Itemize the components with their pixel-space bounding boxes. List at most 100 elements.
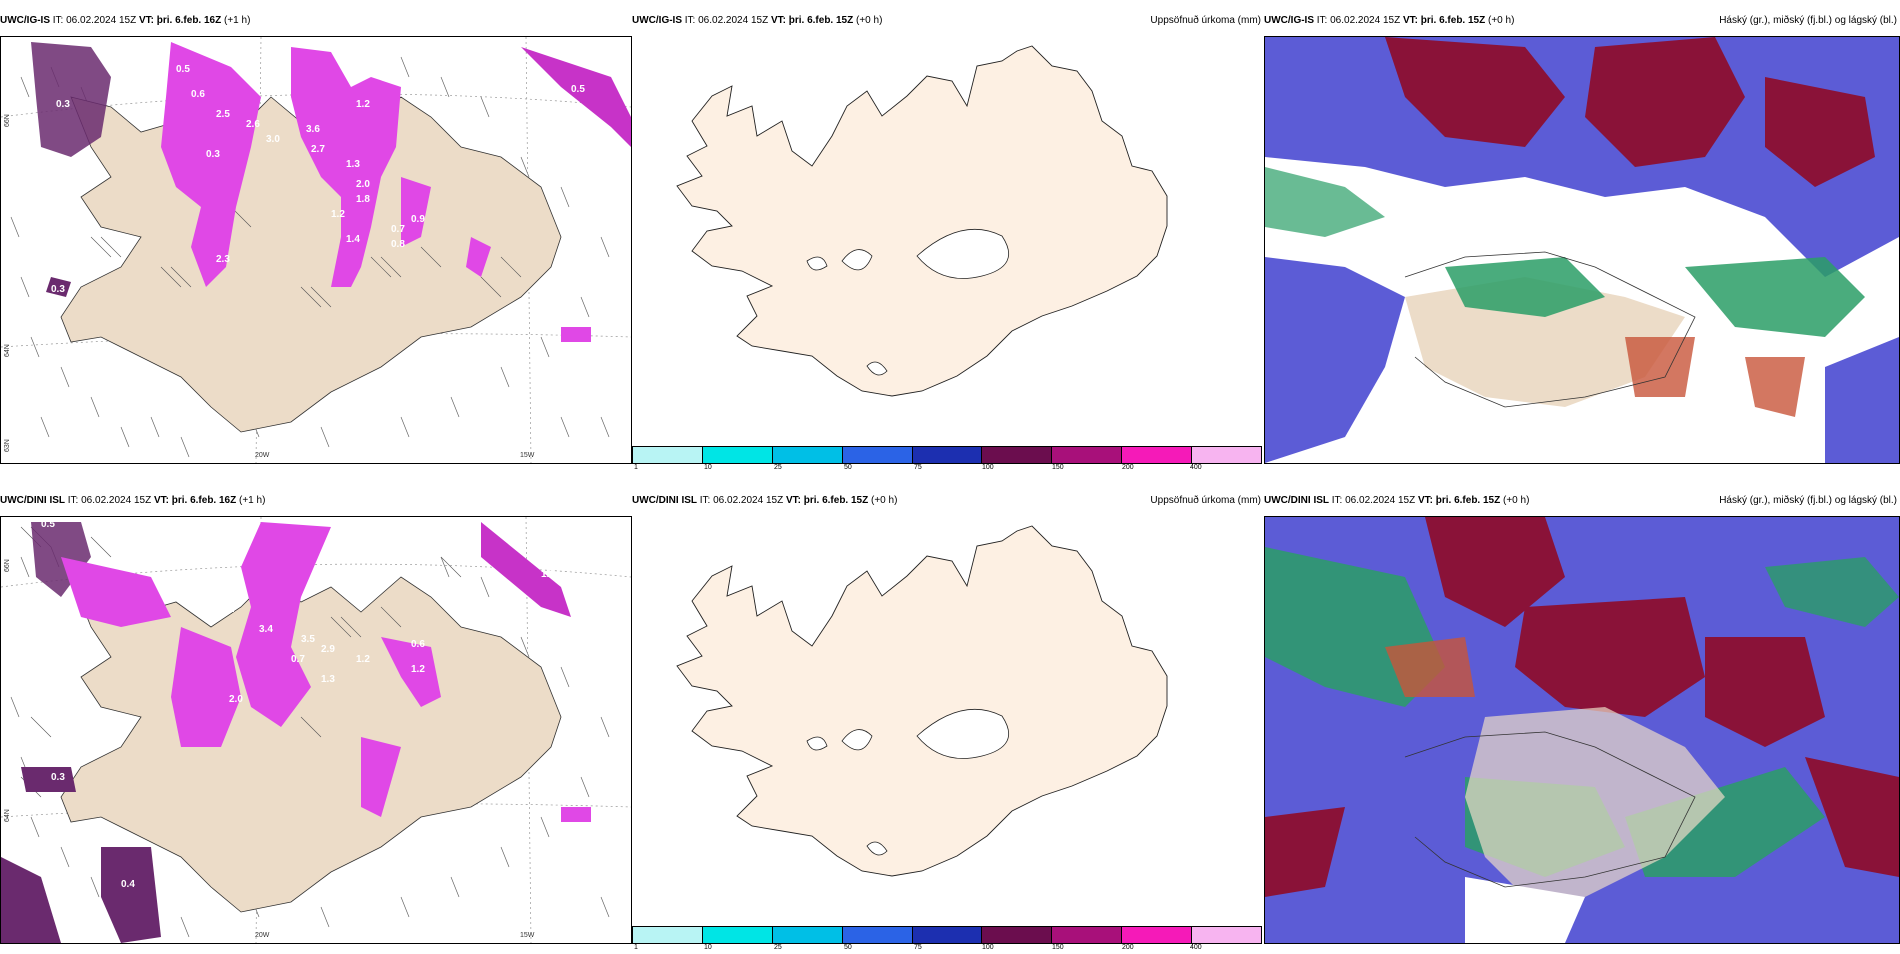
panel-row2-clouds: UWC/DINI ISL IT: 06.02.2024 15Z VT: þri.… [1264, 492, 1900, 944]
colorbar-label: 75 [914, 464, 922, 471]
colorbar-label: 100 [982, 944, 994, 951]
colorbar-seg [772, 447, 843, 463]
hatch-areas [90, 206, 522, 308]
map-title: Uppsöfnuð úrkoma (mm) [1150, 495, 1261, 506]
it-label: IT: [684, 15, 696, 26]
panel-row1-clouds: UWC/IG-IS IT: 06.02.2024 15Z VT: þri. 6.… [1264, 12, 1900, 464]
panel-row2-precip-wind: UWC/DINI ISL IT: 06.02.2024 15Z VT: þri.… [0, 492, 632, 944]
precip-label: 0.6 [191, 89, 205, 100]
colorbar-seg [1192, 447, 1262, 463]
precip-label: 2.0 [356, 179, 370, 190]
precip-label: 0.7 [391, 224, 405, 235]
colorbar-seg [842, 447, 913, 463]
model-name: UWC/IG-IS [632, 15, 682, 26]
precip-label: 3.0 [266, 134, 280, 145]
panel-header: UWC/DINI ISL IT: 06.02.2024 15Z VT: þri.… [632, 492, 1264, 510]
model-name: UWC/IG-IS [1264, 15, 1314, 26]
vt-value: þri. 6.feb. 16Z [156, 15, 222, 26]
precip-label: 1.3 [346, 159, 360, 170]
lead-time: (+1 h) [239, 495, 266, 506]
precip-label: 0.7 [291, 654, 305, 665]
lead-time: (+1 h) [224, 15, 251, 26]
precip-label: 0.5 [41, 519, 55, 530]
precip-label: 1.2 [356, 99, 370, 110]
map-title: Háský (gr.), miðský (fj.bl.) og lágský (… [1719, 495, 1897, 506]
it-label: IT: [52, 15, 64, 26]
colorbar-seg [1052, 927, 1123, 943]
precip-label: 0.3 [51, 772, 65, 783]
precip-label: 2.6 [246, 119, 260, 130]
precip-label: 2.9 [321, 644, 335, 655]
cloud-cover-map[interactable] [1264, 516, 1900, 944]
precip-value-labels: 0.5 0.3 0.6 2.5 3.0 2.6 3.6 2.7 1.2 2.0 … [51, 64, 585, 295]
model-name: UWC/DINI ISL [1264, 495, 1329, 506]
colorbar-label: 200 [1122, 944, 1134, 951]
colorbar-seg [772, 927, 843, 943]
precip-label: 0.6 [411, 639, 425, 650]
colorbar-label: 400 [1190, 944, 1202, 951]
vt-label: VT: [138, 15, 154, 26]
colorbar-label: 50 [844, 464, 852, 471]
precip-label: 1.2 [356, 654, 370, 665]
colorbar-seg [633, 447, 703, 463]
lon-label-15w: 15W [520, 452, 535, 459]
lat-label-63n: 63N [4, 439, 11, 452]
colorbar-label: 50 [844, 944, 852, 951]
colorbar-seg [912, 447, 983, 463]
accum-precip-map[interactable] [632, 36, 1262, 442]
precip-label: 2.0 [229, 694, 243, 705]
precip-label: 0.4 [121, 879, 135, 890]
precip-label: 2.5 [216, 109, 230, 120]
precip-label: 1.3 [321, 674, 335, 685]
model-name: UWC/DINI ISL [0, 495, 65, 506]
precip-colorbar [632, 446, 1262, 464]
lead-time: (+0 h) [1503, 495, 1530, 506]
precip-label: 0.3 [206, 149, 220, 160]
accum-precip-map[interactable] [632, 516, 1262, 922]
colorbar-label: 150 [1052, 944, 1064, 951]
model-name: UWC/DINI ISL [632, 495, 697, 506]
colorbar-label: 400 [1190, 464, 1202, 471]
iceland-land [676, 45, 1168, 397]
colorbar-seg [702, 447, 773, 463]
it-label: IT: [1331, 495, 1343, 506]
panel-header: UWC/DINI ISL IT: 06.02.2024 15Z VT: þri.… [0, 492, 632, 510]
it-value: 06.02.2024 15Z [81, 495, 152, 506]
it-label: IT: [1316, 15, 1328, 26]
it-value: 06.02.2024 15Z [713, 495, 784, 506]
precip-label: 1.8 [356, 194, 370, 205]
lat-label-66n: 66N [4, 559, 11, 572]
colorbar-seg [1122, 447, 1193, 463]
vt-value: þri. 6.feb. 15Z [1435, 495, 1501, 506]
colorbar-label: 25 [774, 464, 782, 471]
panel-header: UWC/IG-IS IT: 06.02.2024 15Z VT: þri. 6.… [0, 12, 632, 30]
colorbar-label: 1 [634, 944, 638, 951]
panel-header: UWC/IG-IS IT: 06.02.2024 15Z VT: þri. 6.… [632, 12, 1264, 30]
precip-label: 1.4 [346, 234, 360, 245]
precip-label: 0.8 [391, 239, 405, 250]
vt-label: VT: [153, 495, 169, 506]
precip-wind-map[interactable]: 0.5 0.4 3.4 3.5 2.9 0.7 1.2 1.3 2.0 0.6 … [0, 516, 632, 944]
panel-row2-accum-precip: UWC/DINI ISL IT: 06.02.2024 15Z VT: þri.… [632, 492, 1264, 951]
colorbar-labels: 1 10 25 50 75 100 150 200 400 [632, 464, 1260, 474]
panel-row1-precip-wind: UWC/IG-IS IT: 06.02.2024 15Z VT: þri. 6.… [0, 12, 632, 464]
it-label: IT: [699, 495, 711, 506]
colorbar-seg [1192, 927, 1262, 943]
precip-label: 3.5 [301, 634, 315, 645]
it-value: 06.02.2024 15Z [1330, 15, 1401, 26]
map-title: Háský (gr.), miðský (fj.bl.) og lágský (… [1719, 15, 1897, 26]
precip-label: 0.3 [56, 99, 70, 110]
lon-label-15w: 15W [520, 932, 535, 939]
map-canvas [676, 45, 1168, 397]
lead-time: (+0 h) [856, 15, 883, 26]
it-value: 06.02.2024 15Z [698, 15, 769, 26]
colorbar-seg [702, 927, 773, 943]
it-value: 06.02.2024 15Z [66, 15, 137, 26]
precip-label: 2.3 [216, 254, 230, 265]
lon-label-20w: 20W [255, 452, 270, 459]
cloud-cover-map[interactable] [1264, 36, 1900, 464]
vt-label: VT: [1417, 495, 1433, 506]
vt-label: VT: [785, 495, 801, 506]
lat-label-64n: 64N [4, 344, 11, 357]
precip-wind-map[interactable]: 0.5 0.3 0.6 2.5 3.0 2.6 3.6 2.7 1.2 2.0 … [0, 36, 632, 464]
